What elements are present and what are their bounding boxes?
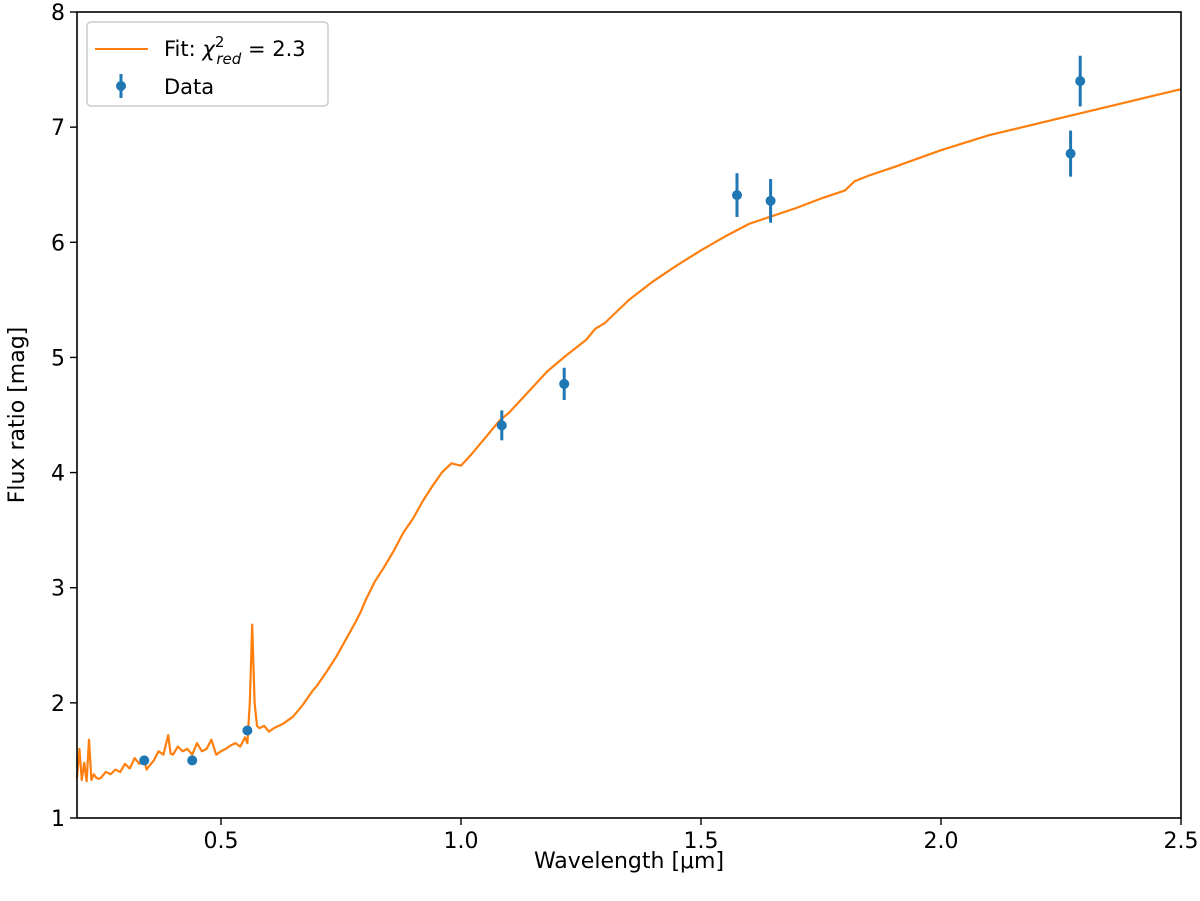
data-point xyxy=(1075,55,1086,107)
plot-area xyxy=(75,11,1182,819)
data-point xyxy=(1065,130,1076,177)
fit-layer xyxy=(75,88,1182,783)
y-tick-label: 1 xyxy=(51,807,65,832)
data-point xyxy=(732,173,742,217)
legend-fit-value: = 2.3 xyxy=(241,37,305,61)
plot-background xyxy=(77,12,1181,818)
data-marker xyxy=(187,755,198,766)
y-axis-label: Flux ratio [mag] xyxy=(5,327,30,503)
legend-data-marker-swatch xyxy=(116,81,126,91)
data-point xyxy=(139,755,150,766)
x-tick-label: 2.5 xyxy=(1164,829,1199,854)
data-marker xyxy=(139,755,150,766)
x-tick-label: 2.0 xyxy=(924,829,959,854)
data-marker xyxy=(242,725,253,736)
data-marker xyxy=(559,378,570,389)
legend: Fit: χ2 red = 2.3 Data xyxy=(86,21,329,107)
data-point xyxy=(187,755,198,766)
legend-data-label: Data xyxy=(164,75,214,99)
x-tick-label: 0.5 xyxy=(204,829,239,854)
x-tick-label: 1.0 xyxy=(444,829,479,854)
legend-fit-prefix: Fit: xyxy=(164,37,202,61)
legend-fit-chi: χ xyxy=(201,37,216,61)
x-axis: 0.5 1.0 1.5 2.0 2.5 xyxy=(204,818,1199,854)
data-point xyxy=(496,410,507,441)
y-tick-label: 4 xyxy=(51,462,65,487)
data-point xyxy=(559,367,570,401)
y-tick-label: 6 xyxy=(51,231,65,256)
x-axis-label: Wavelength [μm] xyxy=(534,849,724,874)
data-marker xyxy=(1075,76,1086,87)
data-point xyxy=(765,178,776,223)
y-tick-label: 2 xyxy=(51,692,65,717)
data-layer xyxy=(139,55,1086,766)
data-marker xyxy=(1065,148,1076,159)
x-tick-label: 1.5 xyxy=(684,829,719,854)
legend-fit-sup: 2 xyxy=(215,33,225,51)
y-axis: 1 2 3 4 5 6 7 8 xyxy=(51,1,77,832)
y-tick-label: 8 xyxy=(51,1,65,26)
data-marker xyxy=(732,190,742,201)
y-tick-label: 3 xyxy=(51,577,65,602)
data-marker xyxy=(765,195,776,206)
fit-line xyxy=(75,88,1182,783)
legend-fit-label: Fit: χ2 red = 2.3 xyxy=(164,33,306,68)
plot-frame xyxy=(76,11,1182,819)
y-tick-label: 5 xyxy=(51,346,65,371)
data-point xyxy=(242,725,253,736)
legend-box xyxy=(86,21,329,107)
y-tick-label: 7 xyxy=(51,116,65,141)
legend-fit-sub: red xyxy=(216,50,241,68)
data-marker xyxy=(496,420,507,431)
